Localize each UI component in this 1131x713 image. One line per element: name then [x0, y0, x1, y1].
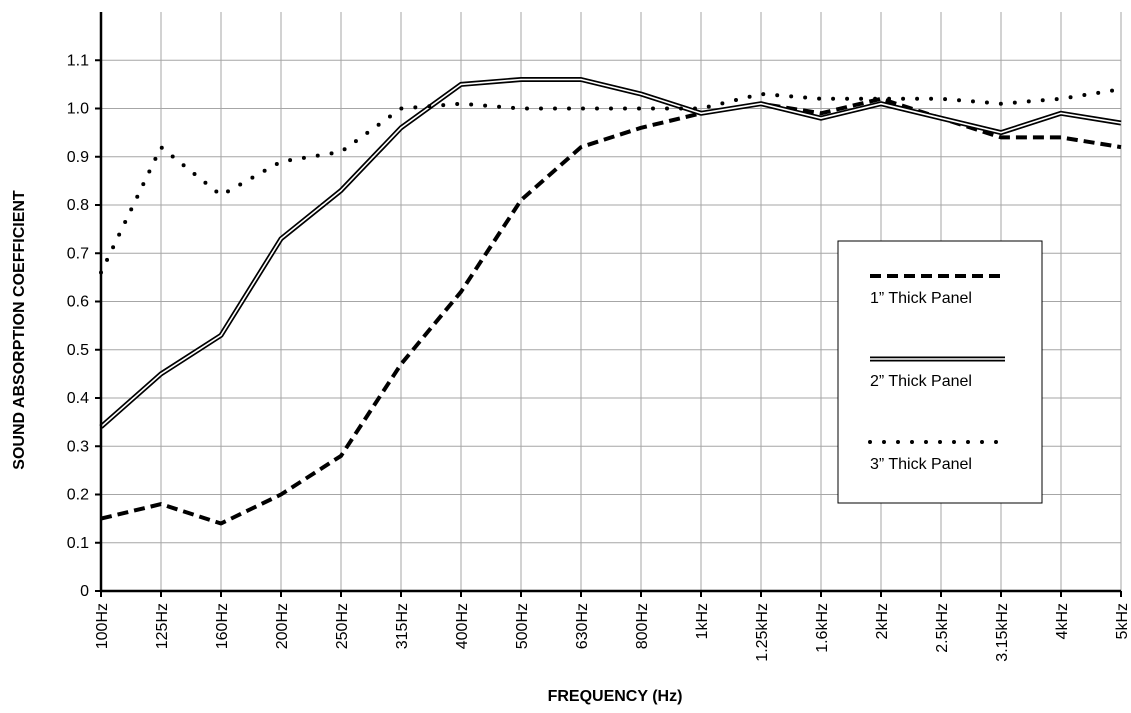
y-tick-label: 0.1 [67, 535, 89, 552]
x-tick-label: 630Hz [574, 603, 591, 649]
y-tick-label: 1.0 [67, 101, 89, 118]
x-axis-title: FREQUENCY (Hz) [548, 688, 683, 705]
x-tick-label: 315Hz [394, 603, 411, 649]
legend-swatches [868, 274, 1007, 444]
x-tick-label: 500Hz [514, 603, 531, 649]
series-3in [99, 87, 1123, 275]
x-tick-label: 1.6kHz [814, 603, 831, 653]
x-tick-label: 125Hz [154, 603, 171, 649]
legend: 1” Thick Panel 2” Thick Panel 3” Thick P… [837, 240, 1043, 504]
y-tick-label: 0.7 [67, 245, 89, 262]
y-tick-label: 0.2 [67, 487, 89, 504]
series-layer [99, 77, 1123, 526]
axes [95, 12, 1122, 597]
y-tick-label: 0.3 [67, 438, 89, 455]
y-axis-title: SOUND ABSORPTION COEFFICIENT [11, 190, 28, 470]
series-2in [99, 77, 1122, 429]
x-tick-label: 100Hz [94, 603, 111, 649]
legend-box [837, 240, 1043, 504]
legend-label-3in: 3” Thick Panel [870, 456, 972, 473]
x-tick-label: 4kHz [1054, 603, 1071, 639]
y-tick-label: 0.5 [67, 342, 89, 359]
y-tick-label: 0 [80, 583, 89, 600]
series-line-2in [100, 78, 1122, 428]
y-tick-labels: 0 0.1 0.2 0.3 0.4 0.5 0.6 0.7 0.8 0.9 1.0 1.1 [67, 52, 89, 600]
x-tick-labels: 100Hz 125Hz 160Hz 200Hz 250Hz 315Hz 400Hz 500Hz… [94, 603, 1131, 662]
x-tick-label: 1.25kHz [754, 603, 771, 662]
x-tick-label: 250Hz [334, 603, 351, 649]
x-tick-label: 2kHz [874, 603, 891, 639]
y-tick-label: 0.4 [67, 390, 89, 407]
x-tick-label: 5kHz [1114, 603, 1131, 639]
x-tick-label: 160Hz [214, 603, 231, 649]
x-tick-label: 200Hz [274, 603, 291, 649]
y-tick-label: 0.8 [67, 197, 89, 214]
x-tick-label: 800Hz [634, 603, 651, 649]
x-tick-label: 400Hz [454, 603, 471, 649]
x-tick-label: 1kHz [694, 603, 711, 639]
series-line-3in [99, 87, 1123, 275]
y-tick-label: 0.6 [67, 294, 89, 311]
y-tick-label: 0.9 [67, 149, 89, 166]
legend-label-2in: 2” Thick Panel [870, 373, 972, 390]
x-tick-label: 3.15kHz [994, 603, 1011, 662]
legend-label-1in: 1” Thick Panel [870, 290, 972, 307]
y-tick-label: 1.1 [67, 52, 89, 69]
x-tick-label: 2.5kHz [934, 603, 951, 653]
